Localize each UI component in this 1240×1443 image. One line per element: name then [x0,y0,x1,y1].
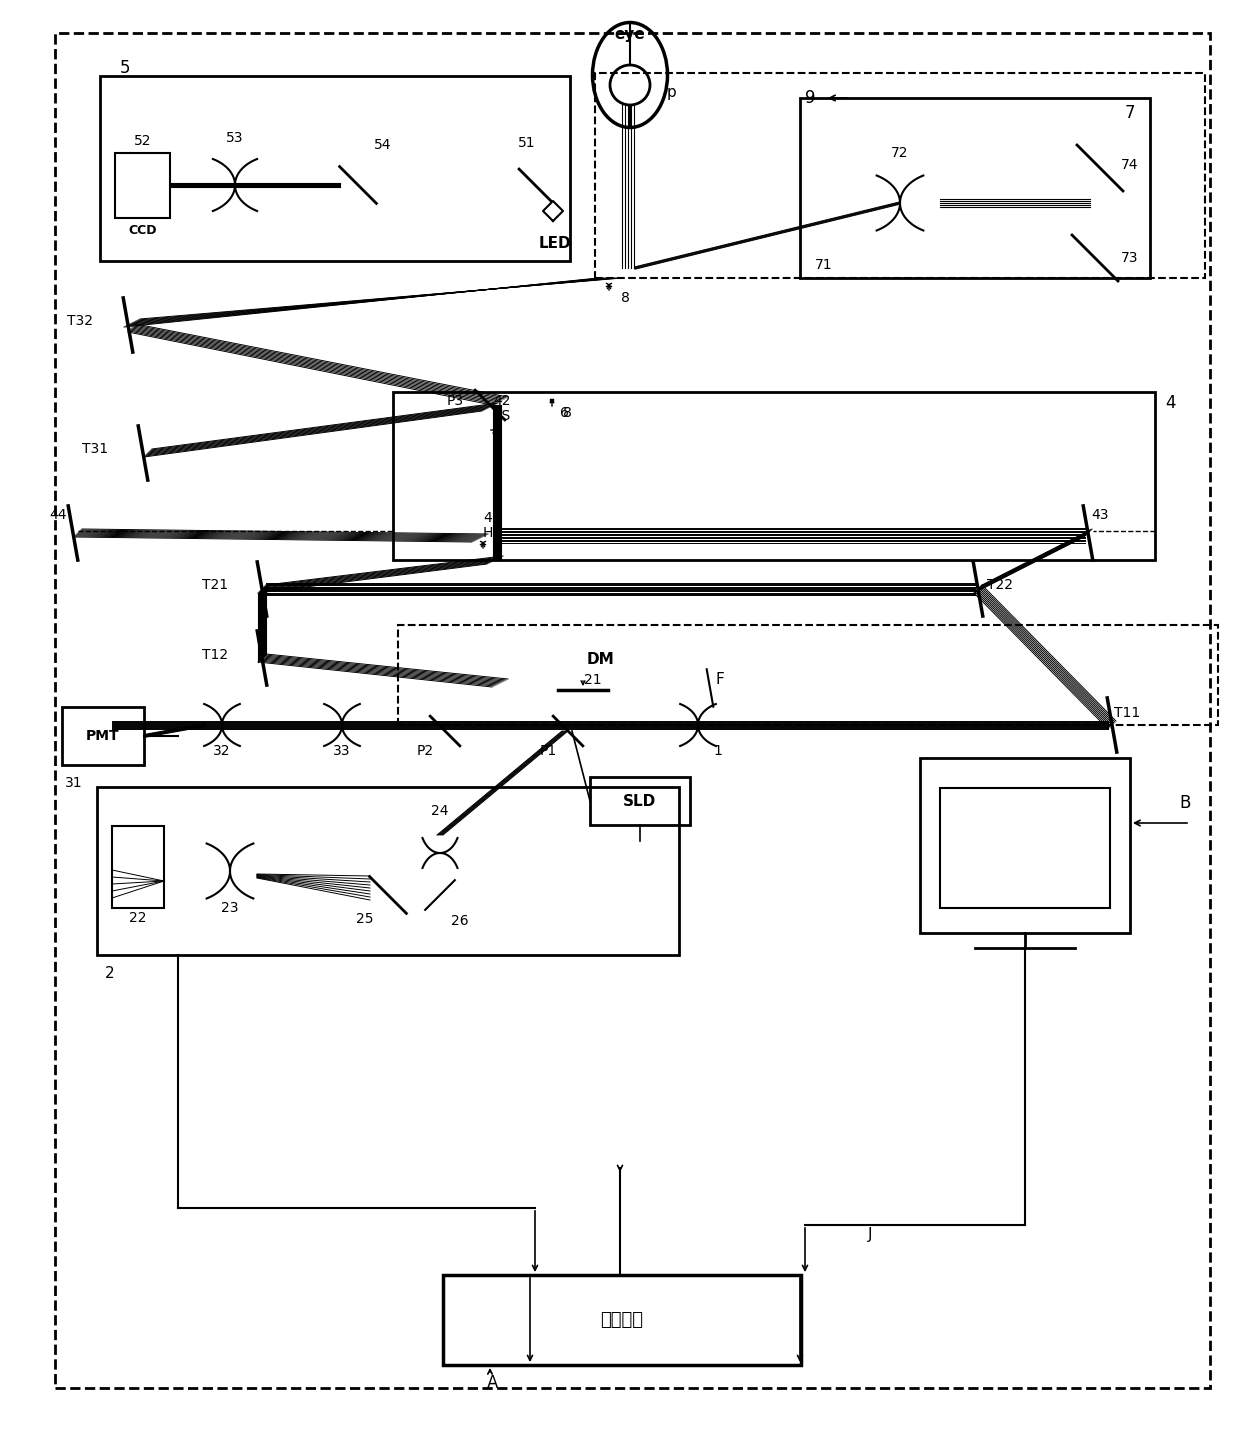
Text: 控制组件: 控制组件 [600,1312,644,1329]
Text: 44: 44 [50,508,67,522]
Text: 6: 6 [559,405,568,420]
Text: J: J [868,1228,872,1242]
Text: LED: LED [538,235,572,251]
Text: 41: 41 [484,511,501,525]
Text: 24: 24 [432,804,449,818]
Text: 7: 7 [1125,104,1136,123]
Text: 25: 25 [356,912,373,926]
Text: T21: T21 [202,579,228,592]
Text: 31: 31 [64,776,83,789]
Text: 5: 5 [120,59,130,76]
Text: 71: 71 [815,258,832,271]
Text: 54: 54 [374,139,392,152]
Text: 26: 26 [451,913,469,928]
Text: 32: 32 [213,745,231,758]
Text: 53: 53 [226,131,244,144]
Text: PMT: PMT [87,729,120,743]
Text: 21: 21 [584,672,601,687]
Text: A: A [487,1374,498,1392]
Text: 42: 42 [494,394,511,408]
Text: 1: 1 [713,745,723,758]
Text: T32: T32 [67,315,93,328]
Text: B: B [1179,794,1190,812]
Text: P3: P3 [446,394,464,408]
Text: SLD: SLD [624,794,657,808]
Text: 4: 4 [1164,394,1176,413]
Text: P1: P1 [539,745,557,758]
Text: 72: 72 [892,146,909,160]
Text: 8: 8 [620,291,630,304]
Text: VS: VS [492,408,511,423]
Text: 2: 2 [105,965,114,980]
Text: 33: 33 [334,745,351,758]
Text: P2: P2 [417,745,434,758]
Text: CCD: CCD [129,225,157,238]
Text: T12: T12 [202,648,228,662]
Text: 73: 73 [1121,251,1138,266]
Text: 9: 9 [805,89,815,107]
Text: HS: HS [482,527,501,540]
Text: eye: eye [615,27,645,42]
Text: 23: 23 [221,900,239,915]
Text: T22: T22 [987,579,1013,592]
Text: T31: T31 [82,442,108,456]
Text: 43: 43 [1091,508,1109,522]
Text: T11: T11 [1114,706,1140,720]
Text: 22: 22 [129,911,146,925]
Text: DM: DM [587,652,614,668]
Text: 74: 74 [1121,157,1138,172]
Text: p: p [667,85,677,101]
Text: 8: 8 [563,405,572,420]
Text: 51: 51 [518,136,536,150]
Text: 52: 52 [134,134,151,149]
Text: F: F [715,672,724,687]
